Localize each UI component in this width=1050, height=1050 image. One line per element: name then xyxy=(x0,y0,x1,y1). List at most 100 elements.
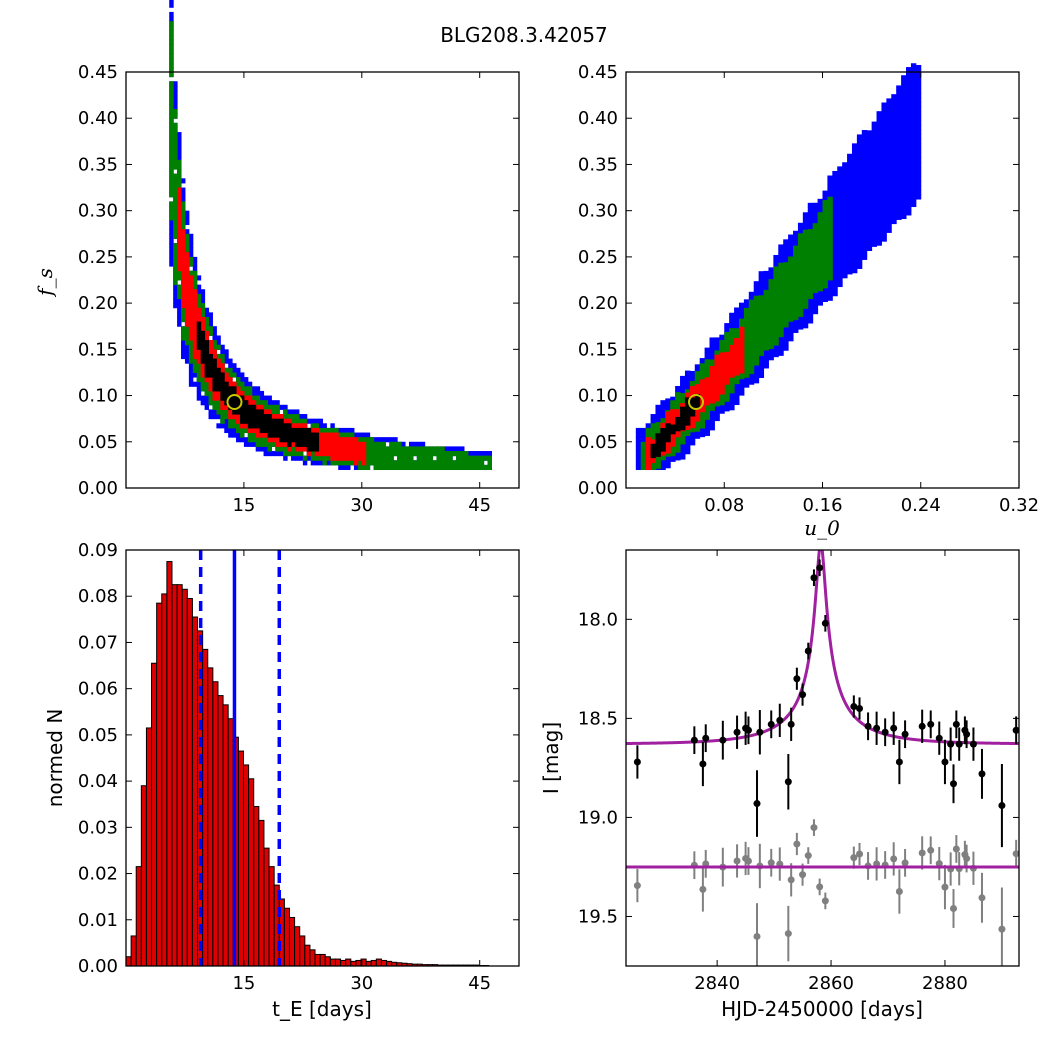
density-cell xyxy=(298,414,304,420)
density-cell xyxy=(200,335,206,341)
density-cell xyxy=(635,446,642,452)
density-cell xyxy=(837,217,843,223)
density-cell xyxy=(851,245,858,251)
density-cell xyxy=(807,216,814,222)
histogram-bar xyxy=(237,750,245,967)
density-cell xyxy=(738,349,745,355)
density-cell xyxy=(861,190,868,196)
density-cell xyxy=(891,186,897,192)
density-cell xyxy=(881,125,887,131)
bl-ytick-label: 0.09 xyxy=(78,540,118,561)
density-cell xyxy=(665,463,671,469)
density-cell xyxy=(184,330,190,336)
data-point xyxy=(850,702,858,710)
density-cell xyxy=(247,395,253,401)
density-cell xyxy=(169,108,174,115)
density-cell xyxy=(832,194,838,200)
density-cell xyxy=(876,235,882,242)
density-cell xyxy=(208,349,213,355)
density-cell xyxy=(709,351,715,357)
density-cell xyxy=(797,288,804,294)
density-cell xyxy=(797,315,804,321)
density-cell xyxy=(753,346,760,352)
density-cell xyxy=(812,269,819,275)
density-cell xyxy=(188,349,194,355)
bl-ytick-label: 0.05 xyxy=(78,725,118,746)
br-xtick-label: 2860 xyxy=(808,973,854,994)
density-cell xyxy=(350,427,355,434)
density-cell xyxy=(188,307,194,313)
density-cell xyxy=(891,214,897,220)
density-cell xyxy=(822,200,828,206)
histogram-bar xyxy=(202,648,209,967)
density-cell xyxy=(275,418,280,424)
density-cell xyxy=(881,134,887,140)
density-cell xyxy=(768,355,774,361)
density-cell xyxy=(243,409,249,415)
density-cell xyxy=(224,395,229,401)
density-cell xyxy=(393,441,398,447)
density-cell xyxy=(196,335,202,341)
density-cell xyxy=(881,139,887,145)
density-cell xyxy=(876,212,882,218)
density-cell xyxy=(748,350,755,356)
density-cell xyxy=(743,335,750,341)
density-cell xyxy=(724,341,730,347)
tl-ytick-label: 0.15 xyxy=(78,339,118,360)
density-cell xyxy=(758,275,765,281)
data-point xyxy=(733,728,741,736)
density-cell xyxy=(479,460,485,466)
density-cell xyxy=(891,108,897,114)
density-cell xyxy=(778,267,784,273)
density-cell xyxy=(487,460,492,466)
density-cell xyxy=(267,423,272,429)
density-cell xyxy=(724,365,730,371)
density-cell xyxy=(783,331,789,337)
residual-point xyxy=(699,885,707,893)
density-cell xyxy=(827,275,833,281)
density-cell xyxy=(758,372,765,378)
density-cell xyxy=(169,238,174,244)
density-cell xyxy=(797,307,804,313)
density-cell xyxy=(236,423,241,429)
density-cell xyxy=(748,374,755,381)
density-cell xyxy=(259,418,265,424)
density-cell xyxy=(263,423,268,429)
density-cell xyxy=(239,381,245,387)
density-cell xyxy=(807,242,814,249)
density-cell xyxy=(788,307,794,313)
density-cell xyxy=(247,381,253,387)
residual-point xyxy=(998,925,1006,933)
density-cell xyxy=(675,409,681,415)
density-cell xyxy=(184,270,190,276)
density-cell xyxy=(184,219,190,226)
density-cell xyxy=(239,404,245,410)
density-cell xyxy=(714,382,720,388)
histogram-bar xyxy=(345,958,352,967)
density-cell xyxy=(758,368,765,374)
density-cell xyxy=(822,250,828,257)
density-cell xyxy=(797,311,804,317)
density-cell xyxy=(177,187,182,193)
density-cell xyxy=(196,353,202,360)
density-cell xyxy=(381,437,386,443)
tr-ytick-label: 0.20 xyxy=(578,293,618,314)
density-cell xyxy=(680,434,686,440)
density-cell xyxy=(216,386,221,392)
density-cell xyxy=(886,103,892,109)
density-cell xyxy=(342,464,347,471)
density-cell xyxy=(239,390,245,397)
density-cell xyxy=(177,298,182,304)
density-cell xyxy=(901,186,907,192)
density-cell xyxy=(393,446,398,452)
density-cell xyxy=(177,201,182,207)
density-cell xyxy=(876,148,882,154)
density-cell xyxy=(709,375,715,381)
density-cell xyxy=(236,414,241,420)
density-cell xyxy=(906,154,912,161)
density-cell xyxy=(338,464,343,471)
density-cell xyxy=(773,289,779,295)
density-cell xyxy=(208,316,213,323)
density-cell xyxy=(856,162,863,168)
density-cell xyxy=(181,192,186,198)
